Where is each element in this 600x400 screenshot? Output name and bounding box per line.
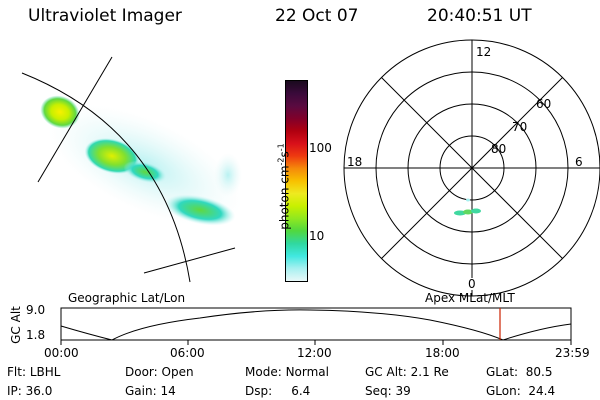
x-tick-0600: 06:00 — [170, 346, 205, 360]
lat-label-60: 60 — [536, 97, 552, 111]
seq-value: 39 — [395, 384, 411, 398]
colorbar-tick-100: 100 — [309, 141, 332, 155]
date-label: 22 Oct 07 — [275, 6, 359, 26]
instrument-title: Ultraviolet Imager — [28, 6, 182, 26]
geographic-latlon-title: Geographic Lat/Lon — [68, 291, 186, 305]
filter-status: Flt: LBHL — [7, 365, 61, 379]
glat-status: GLat: 80.5 — [486, 365, 553, 379]
glon-status: GLon: 24.4 — [486, 384, 556, 398]
x-tick-1800: 18:00 — [425, 346, 460, 360]
lat-label-70: 70 — [512, 120, 528, 134]
y-tick-9: 9.0 — [26, 303, 46, 317]
mlt-label-0: 0 — [468, 277, 476, 291]
polar-aurora-spots — [454, 198, 481, 216]
gain-value: 14 — [160, 384, 176, 398]
geo-grid-lines — [21, 56, 236, 283]
colorbar-tick-10: 10 — [309, 229, 325, 243]
gc-alt-value: 2.1 Re — [410, 365, 449, 379]
altitude-curve — [60, 309, 572, 341]
x-tick-0000: 00:00 — [44, 346, 79, 360]
color-scale-bar — [285, 80, 308, 282]
x-axis-ticks — [60, 340, 572, 345]
dsp-status: Dsp: 6.4 — [245, 384, 311, 398]
door-value: Open — [161, 365, 194, 379]
timeline-frame — [60, 307, 572, 341]
ip-value: 36.0 — [25, 384, 53, 398]
mlt-label-6: 6 — [575, 155, 583, 169]
mode-status: Mode: Normal — [245, 365, 329, 379]
y-tick-1-8: 1.8 — [26, 328, 46, 342]
glat-value: 80.5 — [525, 365, 553, 379]
polar-diagonal-2 — [381, 77, 563, 259]
filter-value: LBHL — [29, 365, 61, 379]
glon-value: 24.4 — [528, 384, 556, 398]
door-status: Door: Open — [125, 365, 194, 379]
dsp-value: 6.4 — [291, 384, 311, 398]
seq-status: Seq: 39 — [365, 384, 411, 398]
time-label: 20:40:51 UT — [427, 6, 532, 26]
aurora-emission — [40, 95, 243, 226]
gain-status: Gain: 14 — [125, 384, 176, 398]
lat-label-80: 80 — [491, 142, 507, 156]
x-tick-2359: 23:59 — [555, 346, 590, 360]
mlt-label-18: 18 — [347, 155, 363, 169]
mlt-label-12: 12 — [476, 45, 492, 59]
gc-alt-status: GC Alt: 2.1 Re — [365, 365, 449, 379]
apex-mlat-mlt-title: Apex MLat/MLT — [425, 291, 515, 305]
ip-status: IP: 36.0 — [7, 384, 53, 398]
mode-value: Normal — [285, 365, 329, 379]
x-tick-1200: 12:00 — [297, 346, 332, 360]
